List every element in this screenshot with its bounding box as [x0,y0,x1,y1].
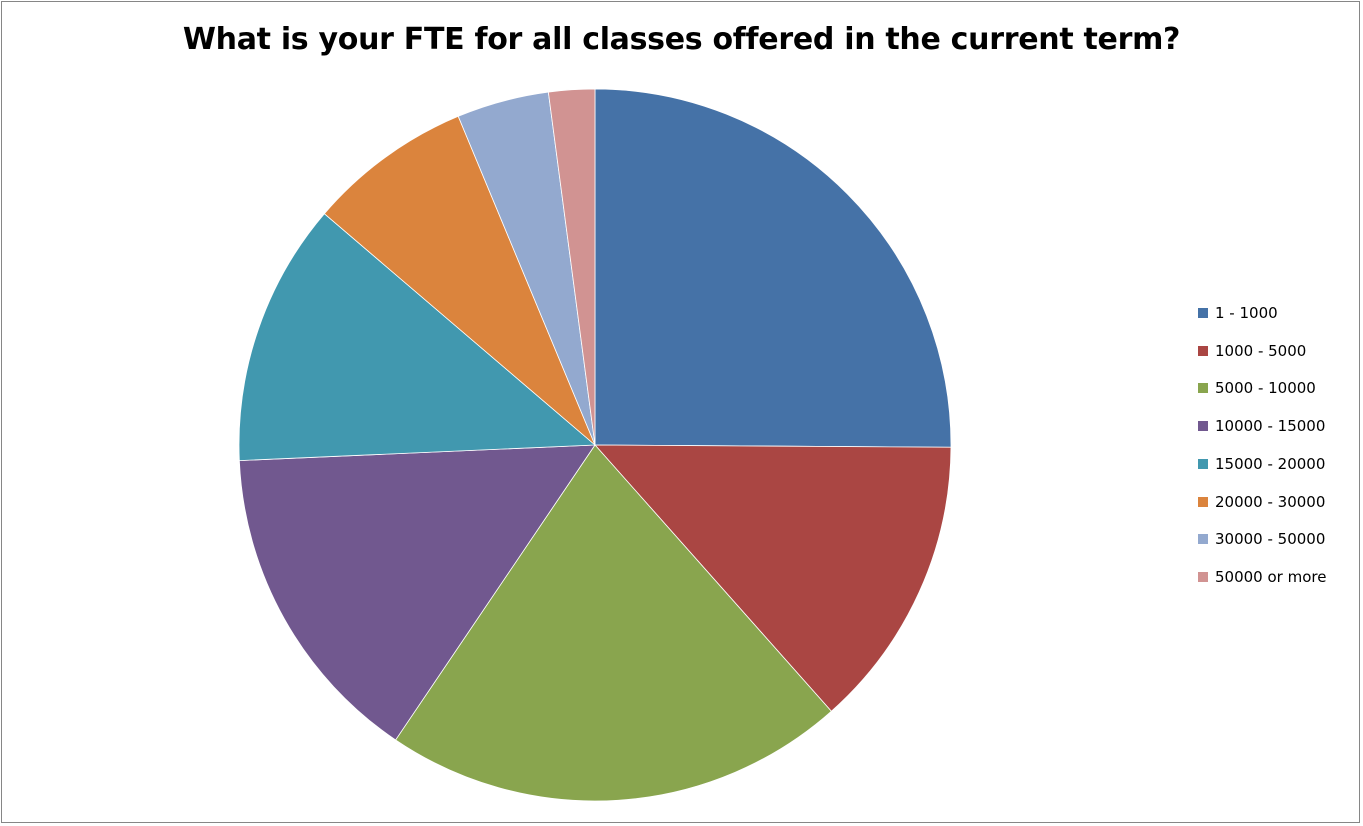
legend-item: 20000 - 30000 [1198,491,1325,513]
legend-item: 1 - 1000 [1198,302,1278,324]
legend-item: 1000 - 5000 [1198,340,1306,362]
legend-label: 20000 - 30000 [1215,492,1326,511]
legend-swatch [1198,345,1208,356]
pie-slice-0 [594,88,952,448]
legend-label: 10000 - 15000 [1215,417,1326,436]
legend-item: 5000 - 10000 [1198,377,1316,399]
pie-slice-5 [323,115,596,446]
legend-swatch [1198,534,1208,545]
legend-item: 10000 - 15000 [1198,415,1325,437]
legend-swatch [1198,496,1208,507]
legend-label: 5000 - 10000 [1215,379,1316,398]
pie-slice-4 [238,213,597,462]
chart-title: What is your FTE for all classes offered… [182,22,1181,57]
legend-swatch [1198,571,1208,582]
legend-swatch [1198,421,1208,432]
legend-label: 1000 - 5000 [1215,341,1307,360]
legend-label: 15000 - 20000 [1215,454,1326,473]
legend-label: 30000 - 50000 [1215,530,1326,549]
legend-item: 15000 - 20000 [1198,453,1325,475]
legend-label: 50000 or more [1215,567,1327,586]
legend-swatch [1198,458,1208,469]
legend-label: 1 - 1000 [1215,304,1278,322]
legend-swatch [1198,383,1208,394]
pie-slice-3 [238,444,596,741]
legend-item: 30000 - 50000 [1198,528,1325,550]
pie-slice-1 [594,444,952,712]
pie-slice-7 [547,88,596,446]
pie-slice-2 [395,444,832,802]
legend-item: 50000 or more [1198,566,1326,588]
legend-swatch [1198,308,1208,318]
